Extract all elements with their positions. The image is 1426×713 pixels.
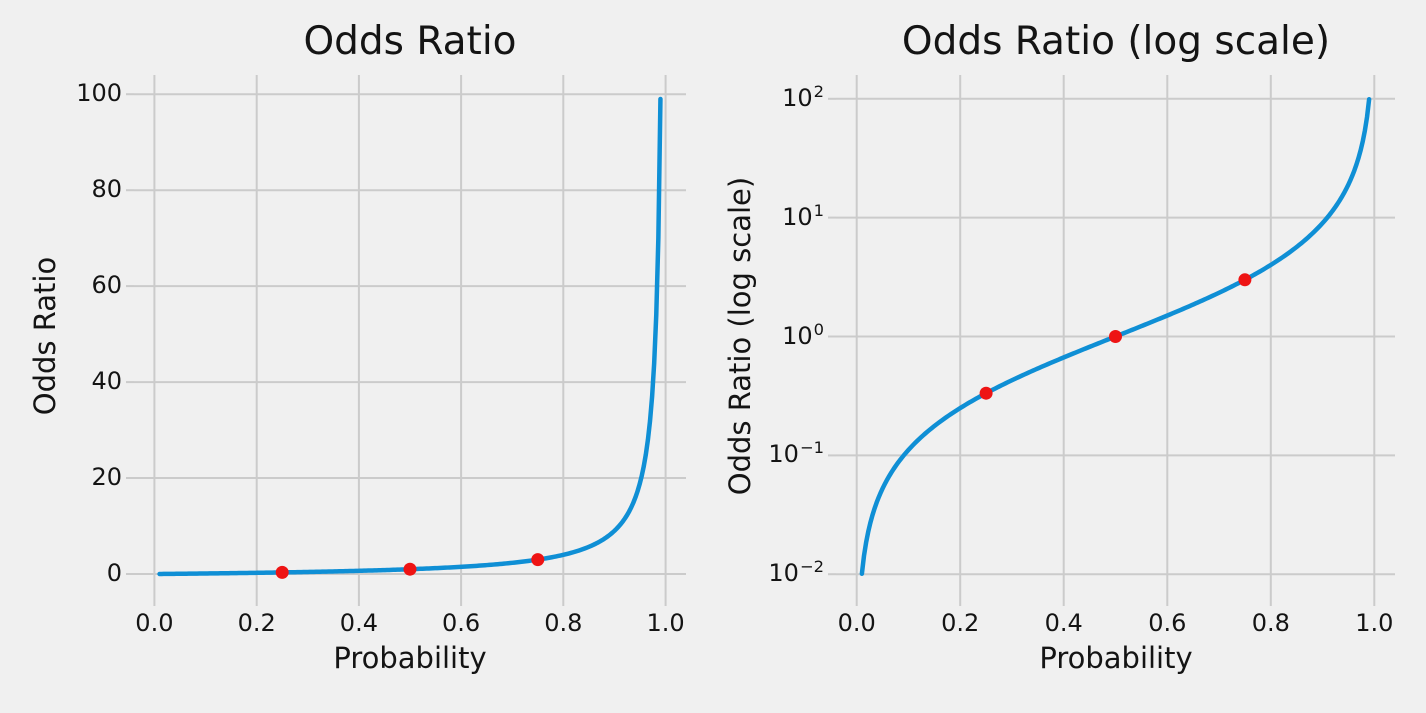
x-axis-label-log: Probability (1039, 641, 1193, 675)
scatter-point (531, 553, 545, 567)
y-tick-exponent: 2 (813, 81, 824, 101)
scatter-point (1109, 330, 1122, 343)
y-tick-label: 80 (91, 175, 122, 204)
tick-marks (126, 93, 667, 606)
subplot-title-linear: Odds Ratio (303, 19, 517, 64)
y-tick-label: 0 (106, 559, 122, 587)
scatter-point (1238, 273, 1252, 287)
y-tick-label: 101 (782, 200, 824, 231)
gridlines (134, 75, 686, 598)
scatter-point (979, 386, 993, 400)
y-tick-label: 60 (91, 271, 122, 300)
x-tick-label: 1.0 (646, 609, 685, 637)
scatter-point (275, 565, 289, 579)
x-tick-label: 0.0 (837, 609, 876, 637)
x-tick-label: 0.2 (941, 609, 980, 637)
x-tick-label: 0.4 (339, 609, 378, 637)
x-tick-label: 0.0 (135, 609, 174, 637)
tick-marks (828, 97, 1376, 606)
y-tick-label: 40 (91, 367, 122, 396)
odds-ratio-curve (157, 96, 663, 577)
y-tick-exponent: −2 (799, 557, 824, 577)
x-tick-label: 0.8 (1251, 609, 1290, 637)
y-tick-label: 20 (91, 463, 122, 491)
x-tick-label: 0.8 (544, 609, 583, 637)
y-tick-label: 10−2 (768, 557, 824, 588)
y-tick-label: 100 (782, 319, 824, 350)
y-tick-exponent: 0 (813, 319, 824, 339)
x-tick-label: 0.2 (237, 609, 276, 637)
subplot-title-log: Odds Ratio (log scale) (901, 19, 1331, 64)
y-tick-exponent: −1 (799, 438, 824, 458)
y-tick-label: 10−1 (768, 438, 824, 469)
x-tick-label: 1.0 (1355, 609, 1394, 637)
y-tick-exponent: 1 (813, 200, 824, 220)
y-tick-label: 100 (76, 79, 122, 108)
y-tick-label: 102 (782, 81, 824, 112)
x-tick-label: 0.6 (442, 609, 481, 637)
x-tick-label: 0.4 (1044, 609, 1083, 637)
scatter-point (403, 562, 417, 576)
x-axis-label-linear: Probability (333, 641, 487, 675)
x-tick-label: 0.6 (1148, 609, 1187, 637)
